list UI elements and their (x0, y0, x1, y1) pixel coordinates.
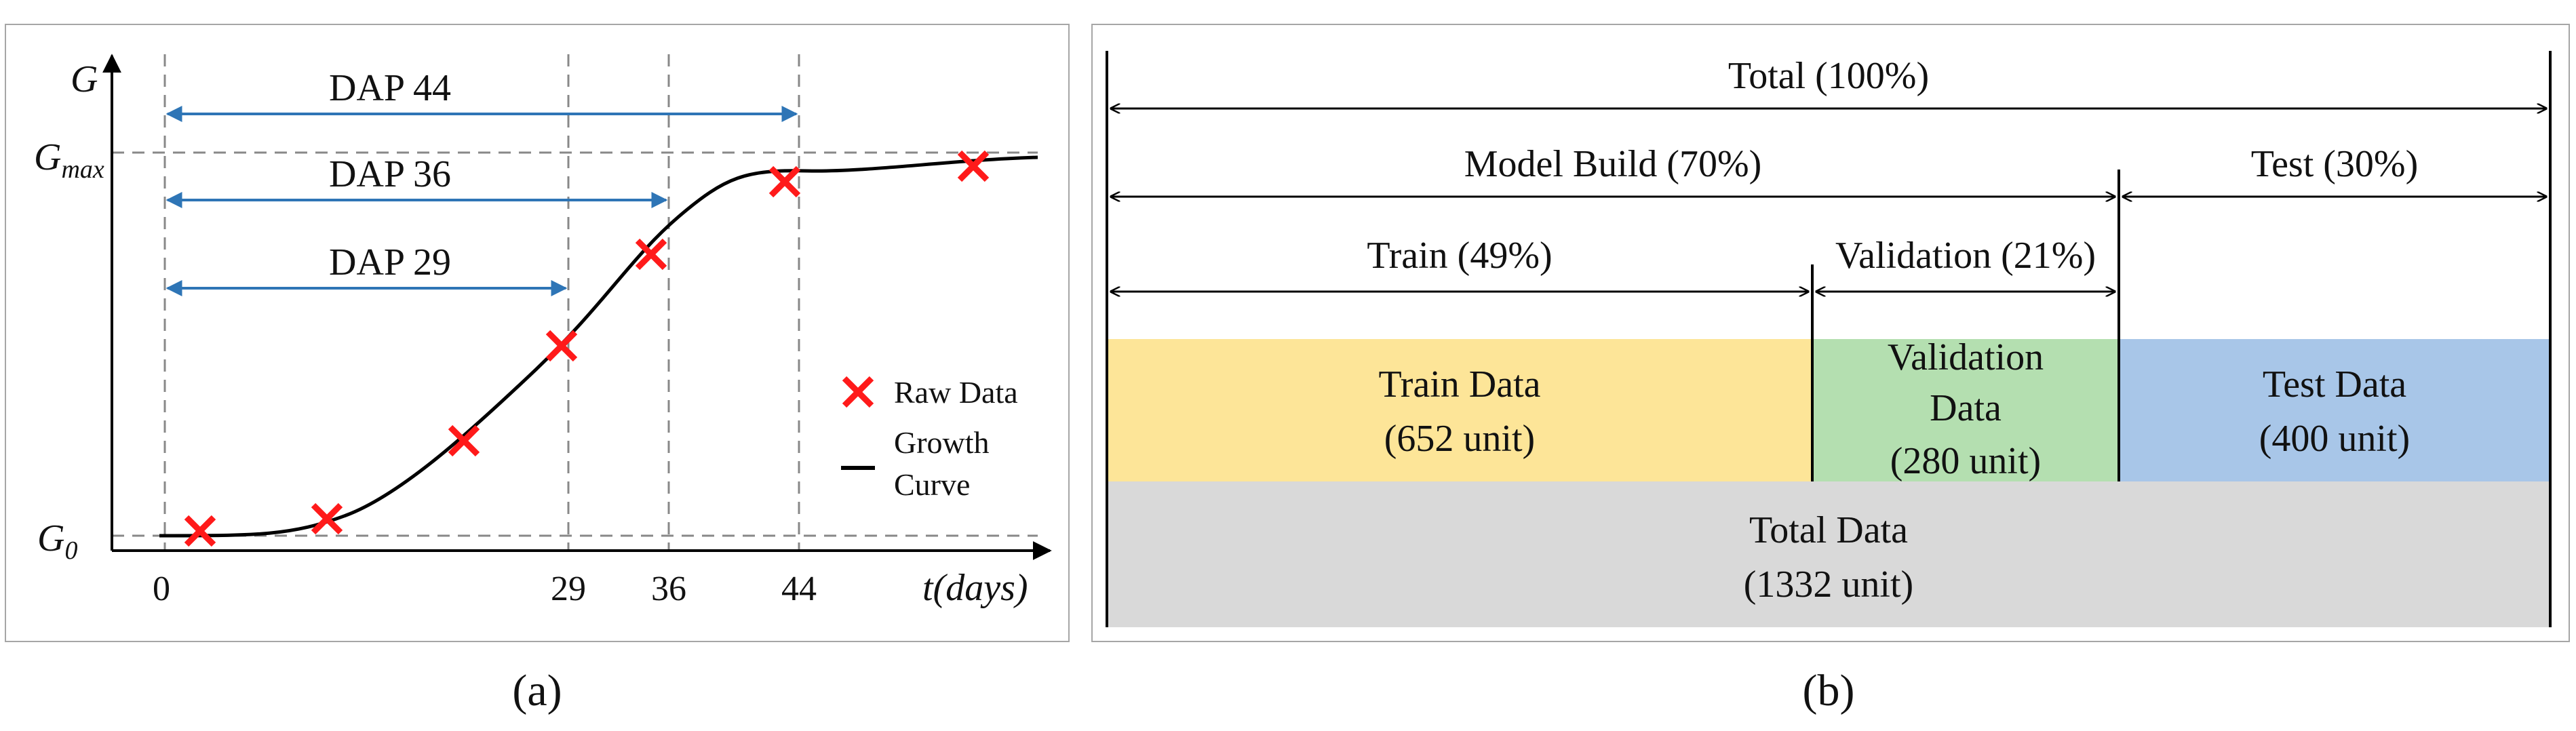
panel-a: G Gmax G0 0 29 36 44 t(days) DAP 44 DAP … (5, 24, 1070, 642)
panel-a-caption: (a) (512, 666, 562, 715)
test-data-label-2: (400 unit) (2259, 418, 2410, 460)
raw-data-markers (184, 150, 990, 547)
raw-data-point (311, 502, 343, 535)
x-tick-44: 44 (781, 570, 817, 608)
total-data-label-2: (1332 unit) (1744, 564, 1913, 606)
test-data-label-1: Test Data (2263, 363, 2406, 406)
span-label-dap36: DAP 36 (329, 153, 451, 195)
total-data-box (1107, 481, 2550, 627)
test-span-label: Test (30%) (2251, 143, 2418, 185)
legend-raw-label: Raw Data (894, 375, 1018, 410)
raw-data-point (957, 150, 990, 182)
train-span-label: Train (49%) (1367, 235, 1552, 277)
train-data-label-2: (652 unit) (1384, 418, 1535, 460)
test-data-box (2119, 339, 2550, 481)
legend: Raw Data Growth Curve (841, 375, 1018, 502)
panel-b: Total (100%) Model Build (70%) Test (30%… (1091, 24, 2570, 642)
validation-data-box (1812, 339, 2119, 481)
validation-data-label-3: (280 unit) (1890, 440, 2041, 482)
legend-raw-marker (842, 376, 874, 408)
raw-data-point (545, 330, 578, 362)
y-min-label: G0 (37, 517, 77, 565)
raw-data-point (768, 165, 801, 198)
total-data-label-1: Total Data (1749, 509, 1908, 551)
validation-data-label-1: Validation (1888, 336, 2044, 378)
legend-curve-label-1: Growth (894, 425, 990, 460)
panel-b-caption: (b) (1803, 666, 1855, 715)
x-tick-29: 29 (551, 570, 586, 608)
total-span-label: Total (100%) (1728, 55, 1929, 97)
raw-data-point (184, 515, 216, 547)
legend-curve-label-2: Curve (894, 467, 970, 502)
y-max-label: Gmax (34, 136, 104, 184)
span-label-dap44: DAP 44 (329, 67, 451, 109)
x-axis-label: t(days) (922, 567, 1028, 609)
panel-a-frame (5, 24, 1070, 642)
x-tick-0: 0 (153, 570, 170, 608)
raw-data-point (635, 238, 667, 271)
raw-data-point (448, 424, 480, 457)
x-tick-36: 36 (651, 570, 686, 608)
validation-data-label-2: Data (1930, 387, 2002, 429)
train-data-label-1: Train Data (1378, 363, 1540, 406)
train-data-box (1107, 339, 1812, 481)
y-axis-label: G (71, 58, 98, 100)
span-label-dap29: DAP 29 (329, 241, 451, 283)
validation-span-label: Validation (21%) (1835, 235, 2096, 277)
model-build-span-label: Model Build (70%) (1464, 143, 1762, 185)
